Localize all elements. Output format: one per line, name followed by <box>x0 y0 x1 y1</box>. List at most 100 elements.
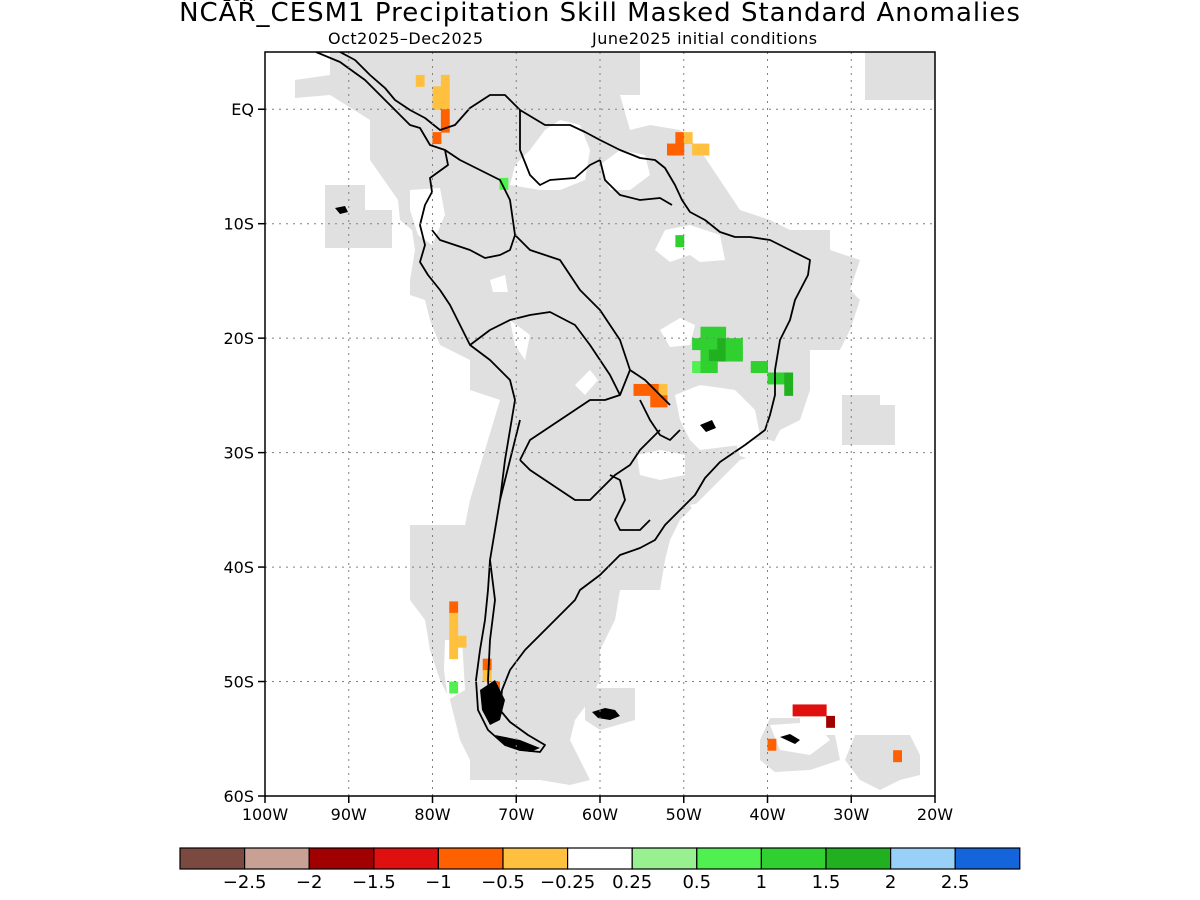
longitude-axis: 100W 90W 80W 70W 60W 50W 40W 30W 20W <box>242 796 953 824</box>
anomaly-cell <box>650 395 660 408</box>
anomaly-cell <box>449 635 459 648</box>
anomaly-cell <box>725 349 735 362</box>
anomaly-cell <box>692 338 701 351</box>
anomaly-cell <box>634 18 643 30</box>
lat-tick-label: 50S <box>223 673 254 692</box>
anomaly-cell <box>767 738 777 751</box>
lon-tick-label: 60W <box>582 805 618 824</box>
lat-tick-label: 10S <box>223 215 254 234</box>
anomaly-cell <box>667 143 676 156</box>
colorbar-label: −0.5 <box>481 872 525 893</box>
islands <box>335 206 800 752</box>
anomaly-cell <box>708 326 718 339</box>
colorbar-label: 0.5 <box>682 872 711 893</box>
colorbar-label: −0.25 <box>540 872 595 893</box>
anomaly-cell <box>717 326 727 339</box>
lon-tick-label: 30W <box>833 805 869 824</box>
colorbar: −2.5 −2 −1.5 −1 −0.5 −0.25 0.25 0.5 1 1.5 2 2.5 <box>179 847 1021 893</box>
anomaly-cell <box>482 670 492 683</box>
anomaly-cell <box>692 143 701 156</box>
anomaly-cell <box>717 338 727 351</box>
lon-tick-label: 20W <box>917 805 953 824</box>
anomaly-cell <box>809 704 819 717</box>
colorbar-label: 0.25 <box>612 872 652 893</box>
anomaly-cell <box>558 6 567 18</box>
lon-tick-label: 90W <box>331 805 367 824</box>
anomaly-cell <box>700 326 710 339</box>
colorbar-swatch <box>244 847 310 870</box>
anomaly-cell <box>558 0 567 7</box>
lon-tick-label: 50W <box>666 805 702 824</box>
anomaly-cell <box>784 383 794 396</box>
lat-tick-label: EQ <box>231 100 254 119</box>
anomaly-cell <box>449 681 459 694</box>
anomaly-cell <box>482 658 492 671</box>
anomaly-cell <box>432 86 442 99</box>
colorbar-swatch <box>631 847 698 870</box>
anomaly-cell <box>700 143 710 156</box>
colorbar-swatch <box>502 847 569 870</box>
anomaly-cell <box>541 18 550 30</box>
anomaly-cell <box>550 6 559 18</box>
anomaly-cell <box>734 349 743 362</box>
anomaly-cell <box>558 18 567 30</box>
anomaly-cell <box>801 704 810 717</box>
anomaly-cell <box>415 74 425 87</box>
anomaly-cell <box>533 29 542 41</box>
anomaly-cell <box>499 177 509 190</box>
anomaly-cell <box>767 372 777 385</box>
lon-tick-label: 70W <box>498 805 534 824</box>
anomaly-cell <box>658 395 668 408</box>
anomaly-cell <box>625 18 634 30</box>
lon-tick-label: 100W <box>242 805 289 824</box>
colorbar-swatch <box>308 847 375 870</box>
anomaly-cell <box>658 383 668 396</box>
anomaly-cell <box>440 109 450 122</box>
anomaly-cell <box>449 612 459 625</box>
map-title: NCAR_CESM1 Precipitation Skill Masked St… <box>179 0 1021 28</box>
colorbar-swatch <box>566 847 633 870</box>
anomaly-cell <box>634 29 643 41</box>
anomaly-cells <box>415 0 902 763</box>
anomaly-cell <box>775 372 785 385</box>
anomaly-cell <box>708 361 718 373</box>
colorbar-label: 1.5 <box>812 872 841 893</box>
colorbar-swatch <box>889 847 956 870</box>
anomaly-cell <box>567 0 576 7</box>
anomaly-cell <box>725 338 735 351</box>
lat-tick-label: 60S <box>223 787 254 806</box>
colorbar-swatch <box>437 847 504 870</box>
anomaly-cell <box>550 18 559 30</box>
anomaly-cell <box>784 372 794 385</box>
anomaly-cell <box>675 132 685 145</box>
anomaly-cell <box>516 29 525 41</box>
anomaly-cell <box>641 383 651 396</box>
forecast-period: Oct2025–Dec2025 <box>328 29 484 48</box>
anomaly-cell <box>449 601 459 614</box>
anomaly-cell <box>675 143 685 156</box>
anomaly-cell <box>700 338 710 351</box>
colorbar-label: 1 <box>756 872 767 893</box>
anomaly-cell <box>440 97 450 110</box>
colorbar-swatch <box>760 847 827 870</box>
colorbar-swatch <box>179 847 246 870</box>
anomaly-cell <box>432 132 442 145</box>
anomaly-cell <box>449 624 459 637</box>
colorbar-label: −2.5 <box>223 872 267 893</box>
anomaly-cell <box>717 349 727 362</box>
lon-tick-label: 80W <box>414 805 450 824</box>
anomaly-cell <box>525 18 534 30</box>
colorbar-label: 2.5 <box>941 872 970 893</box>
map-layers <box>295 0 935 790</box>
anomaly-cell <box>792 704 802 717</box>
anomaly-cell <box>525 29 534 41</box>
colorbar-label: −1.5 <box>352 872 396 893</box>
anomaly-cell <box>675 235 685 248</box>
anomaly-cell <box>700 349 710 362</box>
anomaly-cell <box>508 18 517 30</box>
anomaly-cell <box>449 647 459 660</box>
anomaly-cell <box>683 132 693 145</box>
colorbar-label: −1 <box>425 872 452 893</box>
lon-tick-label: 40W <box>749 805 785 824</box>
anomaly-cell <box>708 349 718 362</box>
